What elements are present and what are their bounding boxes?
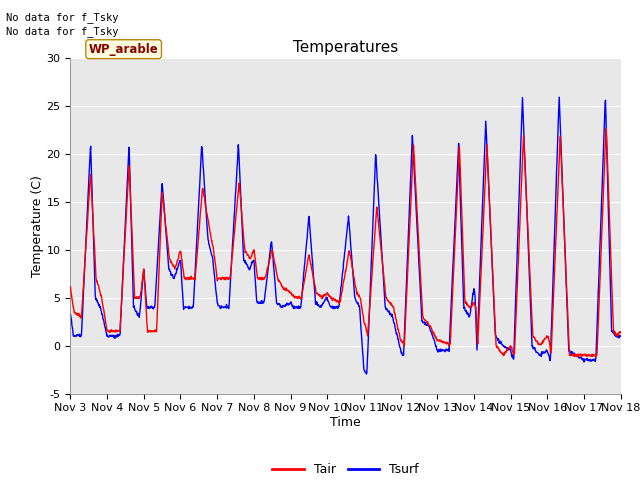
Tsurf — [250, 263, 258, 269]
Tair — [503, 348, 511, 354]
Tair — [602, 126, 610, 132]
Title: Temperatures: Temperatures — [293, 40, 398, 55]
Tsurf — [363, 371, 371, 377]
Tsurf — [67, 311, 74, 317]
Tsurf — [431, 341, 439, 347]
Text: No data for f_Tsky: No data for f_Tsky — [6, 12, 119, 23]
X-axis label: Time: Time — [330, 416, 361, 429]
Tsurf — [175, 259, 183, 265]
Tair — [189, 275, 196, 281]
Legend: Tair, Tsurf: Tair, Tsurf — [268, 458, 424, 480]
Tair — [573, 354, 581, 360]
Line: Tsurf: Tsurf — [70, 97, 621, 374]
Y-axis label: Temperature (C): Temperature (C) — [31, 175, 44, 276]
Tair — [617, 329, 625, 335]
Tsurf — [556, 94, 563, 100]
Tair — [431, 332, 439, 338]
Text: WP_arable: WP_arable — [89, 43, 159, 56]
Tsurf — [189, 303, 196, 309]
Line: Tair: Tair — [70, 129, 621, 357]
Tsurf — [552, 195, 559, 201]
Tair — [552, 249, 559, 255]
Text: No data for f_Tsky: No data for f_Tsky — [6, 26, 119, 37]
Tair — [67, 284, 74, 289]
Tair — [175, 251, 183, 256]
Tsurf — [617, 334, 625, 339]
Tsurf — [504, 345, 511, 350]
Tair — [250, 250, 258, 256]
